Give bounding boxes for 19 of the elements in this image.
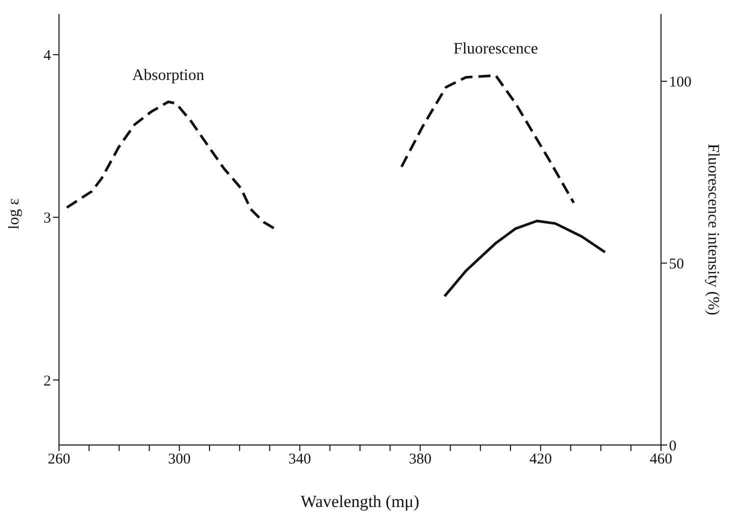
annotation: Fluorescence <box>454 40 538 58</box>
x-axis-title: Wavelength (mμ) <box>300 492 420 511</box>
x-tick-label: 420 <box>529 452 552 468</box>
y-axis-title: log ε <box>6 198 23 230</box>
y2-tick-label: 100 <box>669 74 692 91</box>
line-series <box>443 220 606 298</box>
y2-axis-title: Fluorescence intensity (%) <box>704 144 722 316</box>
annotation: Absorption <box>132 66 204 84</box>
y2-tick-label: 0 <box>669 438 676 454</box>
x-tick-label: 300 <box>168 452 191 468</box>
y-tick-label: 3 <box>44 210 51 227</box>
x-tick-label: 460 <box>650 452 672 468</box>
line-series <box>400 74 576 204</box>
x-tick-label: 340 <box>288 452 312 468</box>
y-tick-label: 2 <box>44 373 51 390</box>
y2-tick-label: 50 <box>669 256 684 272</box>
y-tick-label: 4 <box>44 48 52 64</box>
x-tick-label: 380 <box>408 452 432 468</box>
x-tick-label: 260 <box>48 452 70 468</box>
